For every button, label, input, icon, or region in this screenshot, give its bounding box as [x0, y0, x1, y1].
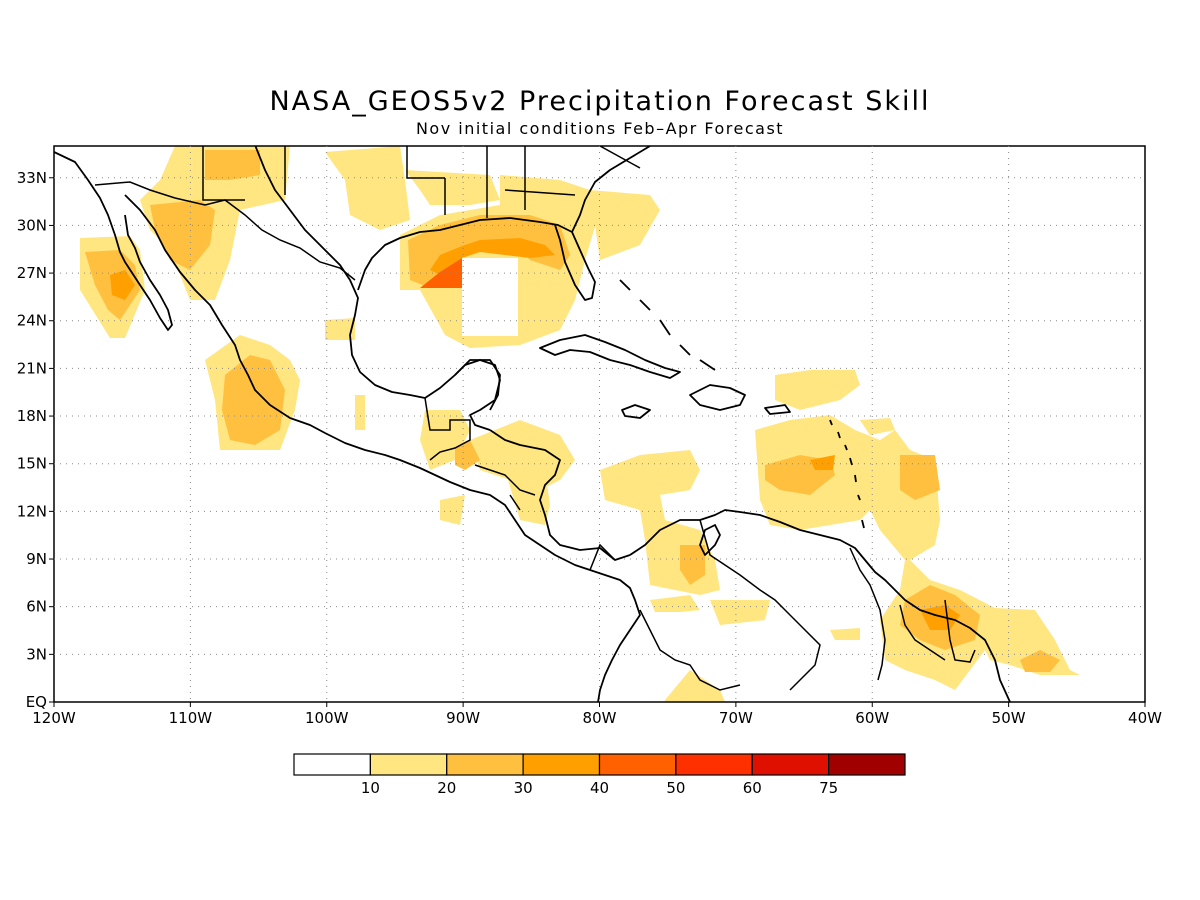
colorbar-swatch — [751, 753, 830, 776]
lat-tick-label: EQ — [26, 693, 47, 711]
lat-tick-label: 30N — [17, 216, 47, 234]
lat-tick-label: 6N — [26, 598, 47, 616]
lon-tick-label: 110W — [169, 709, 213, 727]
colorbar-label: 30 — [514, 779, 533, 797]
lat-tick-label: 24N — [17, 312, 47, 330]
colorbar-label: 60 — [743, 779, 762, 797]
lon-tick-label: 50W — [992, 709, 1026, 727]
lon-tick-label: 100W — [305, 709, 349, 727]
lat-tick-label: 33N — [17, 169, 47, 187]
lat-tick-label: 18N — [17, 407, 47, 425]
colorbar-swatch — [522, 753, 601, 776]
colorbar-swatch — [446, 753, 524, 776]
lat-tick-label: 27N — [17, 264, 47, 282]
axis-tick-labels: 120W 110W 100W 90W 80W 70W 60W 50W 40W EQ 3N 6N 9N 12… — [17, 169, 1162, 727]
colorbar-swatch — [369, 753, 448, 776]
skill-shading — [80, 146, 1080, 702]
lat-tick-label: 15N — [17, 455, 47, 473]
lon-tick-label: 90W — [446, 709, 480, 727]
map-subtitle: Nov initial conditions Feb–Apr Forecast — [415, 119, 785, 138]
colorbar-label: 50 — [666, 779, 685, 797]
lon-tick-label: 40W — [1128, 709, 1162, 727]
lon-tick-label: 60W — [855, 709, 889, 727]
lon-tick-label: 70W — [719, 709, 753, 727]
coastlines — [54, 146, 1011, 702]
colorbar: 10 20 30 40 50 60 75 — [293, 753, 906, 797]
lat-tick-label: 3N — [26, 645, 47, 663]
lon-tick-label: 120W — [32, 709, 76, 727]
lon-tick-label: 80W — [583, 709, 617, 727]
colorbar-swatch — [598, 753, 677, 776]
lat-tick-label: 21N — [17, 359, 47, 377]
colorbar-label: 40 — [590, 779, 609, 797]
map-title: NASA_GEOS5v2 Precipitation Forecast Skil… — [269, 86, 931, 117]
colorbar-label: 10 — [361, 779, 380, 797]
lat-tick-label: 12N — [17, 502, 47, 520]
colorbar-swatch — [828, 753, 906, 776]
colorbar-label: 20 — [437, 779, 456, 797]
colorbar-swatch — [293, 753, 371, 776]
colorbar-label: 75 — [819, 779, 838, 797]
lat-tick-label: 9N — [26, 550, 47, 568]
country-borders — [94, 146, 976, 691]
colorbar-swatch — [675, 753, 753, 776]
